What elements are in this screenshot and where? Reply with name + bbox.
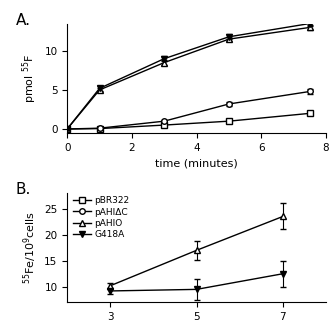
Legend: pBR322, pAHIΔC, pAHIO, G418A: pBR322, pAHIΔC, pAHIO, G418A	[72, 195, 130, 240]
Text: A.: A.	[15, 12, 31, 28]
Y-axis label: pmol $^{55}$F: pmol $^{55}$F	[20, 53, 39, 103]
Text: B.: B.	[15, 182, 31, 197]
X-axis label: time (minutes): time (minutes)	[155, 158, 238, 168]
Y-axis label: $^{55}$Fe/10$^9$cells: $^{55}$Fe/10$^9$cells	[21, 211, 39, 284]
